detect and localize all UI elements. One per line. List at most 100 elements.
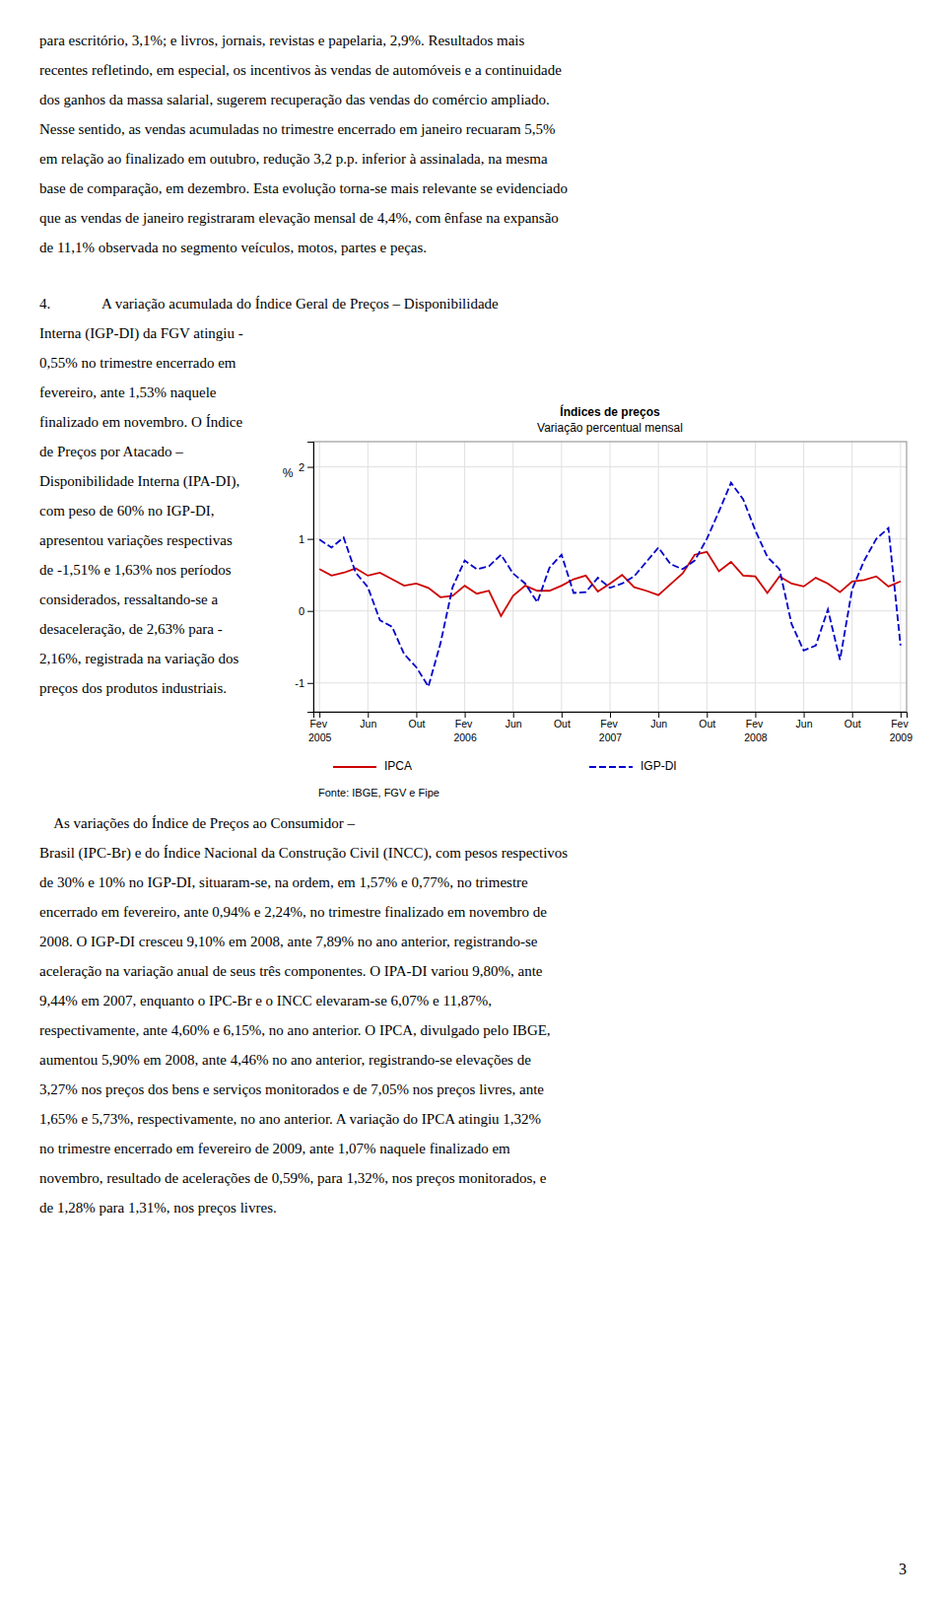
paragraph-line: As variações do Índice de Preços ao Cons…: [39, 814, 355, 831]
x-tick-label-part: Fev: [890, 717, 911, 730]
x-tick-mark: [609, 711, 611, 718]
x-tick: Out: [844, 711, 862, 730]
paragraph-line: com peso de 60% no IGP-DI,: [39, 502, 214, 519]
grid-line-x: [609, 441, 611, 712]
x-tick-mark: [561, 711, 563, 718]
x-tick-mark: [754, 711, 756, 718]
paragraph: As variações do Índice de Preços ao Cons…: [39, 814, 568, 1216]
x-tick-mark: [415, 711, 417, 718]
y-tick: 2: [298, 461, 314, 473]
x-tick: Out: [698, 711, 716, 730]
x-tick-mark: [465, 711, 467, 718]
paragraph-line: de Preços por Atacado –: [39, 443, 184, 460]
x-tick-label: Jun: [359, 717, 377, 730]
x-axis-line: [314, 712, 908, 719]
x-tick: Out: [553, 711, 571, 730]
x-tick-label-part: 2006: [453, 731, 477, 744]
legend: IPCA IGP-DI: [333, 758, 677, 773]
x-tick-label-part: 2008: [743, 731, 768, 744]
paragraph-line: Interna (IGP-DI) da FGV atingiu -: [39, 325, 244, 342]
paragraph-line: desaceleração, de 2,63% para -: [39, 620, 223, 637]
y-tick: -1: [294, 676, 314, 689]
x-tick-label-part: Out: [698, 717, 716, 730]
x-tick-mark: [319, 711, 321, 718]
x-tick-label-part: 2009: [889, 731, 914, 744]
series-group: [319, 482, 901, 687]
y-axis-line: [307, 442, 315, 713]
x-tick: Fev 2006: [453, 711, 477, 744]
paragraph: Interna (IGP-DI) da FGV atingiu - 0,55% n…: [39, 325, 244, 696]
paragraph-line: para escritório, 3,1%; e livros, jornais…: [39, 32, 526, 49]
legend-swatch: [333, 765, 377, 768]
paragraph-line: preços dos produtos industriais.: [39, 679, 227, 696]
legend-label: IPCA: [384, 758, 412, 773]
paragraph-line: recentes refletindo, em especial, os inc…: [39, 62, 562, 78]
x-tick: Fev 2007: [599, 711, 623, 744]
paragraph-line: 3,27% nos preços dos bens e serviços mon…: [39, 1081, 544, 1097]
grid-line-x: [706, 441, 708, 712]
x-tick-label: Out: [698, 717, 716, 730]
paragraph-line: Disponibilidade Interna (IPA-DI),: [39, 473, 240, 490]
paragraph-line: em relação ao finalizado em outubro, red…: [39, 150, 548, 167]
paragraph-line: novembro, resultado de acelerações de 0,…: [39, 1169, 547, 1186]
paragraph-line: de 30% e 10% no IGP-DI, situaram-se, na …: [39, 874, 529, 890]
y-axis-title: %: [282, 466, 294, 480]
x-tick-label: Jun: [796, 717, 813, 730]
x-tick-label: Jun: [505, 717, 523, 730]
x-tick-mark: [706, 711, 708, 718]
x-tick-label-part: Fev: [600, 717, 620, 730]
x-tick-label: Out: [407, 717, 425, 730]
paragraph-line: de 1,28% para 1,31%, nos preços livres.: [39, 1199, 277, 1216]
x-tick-label: Jun: [650, 717, 668, 730]
legend-swatch: [589, 765, 633, 768]
grid-line-x: [415, 441, 417, 712]
x-tick-label-part: Jun: [359, 717, 377, 730]
x-tick-label-part: Out: [553, 717, 571, 730]
x-tick-label-part: 2005: [308, 731, 333, 744]
grid-line-x: [464, 441, 466, 712]
paragraph-line: 0,55% no trimestre encerrado em: [39, 354, 237, 371]
grid-line-x: [367, 441, 369, 712]
grid-line-x: [899, 441, 901, 712]
x-tick-label: Fev 2008: [743, 717, 768, 743]
x-tick: Jun: [505, 711, 523, 730]
grid-line-x: [658, 441, 660, 712]
paragraph-line: de 11,1% observada no segmento veículos,…: [39, 239, 427, 256]
x-tick-label-part: Jun: [505, 717, 523, 730]
paragraph-line: Nesse sentido, as vendas acumuladas no t…: [39, 121, 556, 137]
x-tick-mark: [900, 711, 902, 718]
y-tick-label: 1: [298, 533, 305, 545]
paragraph-line: encerrado em fevereiro, ante 0,94% e 2,2…: [39, 903, 547, 920]
x-tick-label: Out: [553, 717, 571, 730]
x-tick-mark: [852, 711, 854, 718]
paragraph-line: aceleração na variação anual de seus trê…: [39, 962, 543, 979]
x-tick-label: Fev 2006: [453, 717, 477, 743]
x-tick-label-part: Out: [407, 717, 425, 730]
paragraph-line: 2,16%, registrada na variação dos: [39, 650, 240, 667]
grid-line-x: [512, 441, 514, 712]
y-tick-mark: [307, 682, 314, 684]
x-tick: Fev 2005: [308, 711, 333, 744]
paragraph: para escritório, 3,1%; e livros, jornais…: [39, 32, 568, 256]
legend-label: IGP-DI: [640, 758, 677, 773]
source-note: Fonte: IBGE, FGV e Fipe: [318, 786, 440, 799]
x-tick: Fev 2009: [889, 711, 914, 744]
page: para escritório, 3,1%; e livros, jornais…: [0, 0, 946, 1600]
grid-line-x: [319, 441, 321, 712]
x-axis: Fev 2005 Jun Out Fev 2006 Jun Out Fev 2007 Jun O…: [308, 711, 913, 744]
y-tick-label: 0: [298, 605, 305, 617]
series-line: [319, 551, 901, 616]
paragraph-line: aumentou 5,90% em 2008, ante 4,46% no an…: [39, 1051, 532, 1068]
paragraph-line: no trimestre encerrado em fevereiro de 2…: [39, 1140, 511, 1156]
y-tick-mark: [307, 610, 314, 612]
grid-line-x: [851, 441, 853, 712]
x-tick-label: Fev 2005: [308, 717, 333, 743]
paragraph-line: de -1,51% e 1,63% nos períodos: [39, 561, 232, 578]
x-tick: Fev 2008: [743, 711, 768, 744]
section-header: 4. A variação acumulada do Índice Geral …: [39, 295, 499, 312]
series-line: [319, 482, 901, 687]
x-tick: Jun: [650, 711, 668, 730]
x-tick-label-part: Jun: [650, 717, 668, 730]
paragraph-line: 2008. O IGP-DI cresceu 9,10% em 2008, an…: [39, 933, 539, 949]
paragraph-line: considerados, ressaltando-se a: [39, 591, 219, 608]
